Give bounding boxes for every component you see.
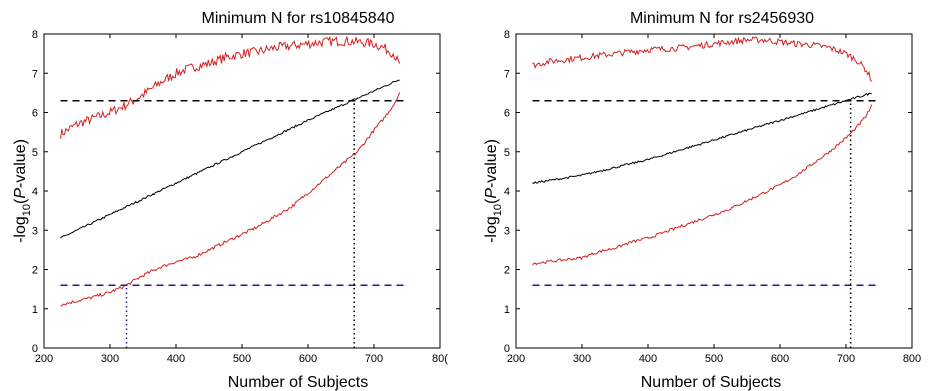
x-tick-label: 300 bbox=[573, 353, 591, 365]
x-axis-label: Number of Subjects bbox=[641, 374, 782, 391]
y-tick-label: 0 bbox=[504, 343, 510, 355]
x-tick-label: 600 bbox=[771, 353, 789, 365]
y-tick-label: 7 bbox=[32, 68, 38, 80]
axis-ticks: 200 300 400 500 600 700 80( 0 1 2 3 4 5 6 7 8 bbox=[32, 29, 448, 365]
y-tick-label: 6 bbox=[32, 108, 38, 120]
y-axis-label: -log10(P-value) bbox=[483, 139, 504, 243]
chart-panel-rs2456930: Minimum N for rs2456930 Number of Subjec… bbox=[483, 10, 921, 391]
y-tick-label: 3 bbox=[32, 225, 38, 237]
y-tick-label: 1 bbox=[504, 304, 510, 316]
y-axis-label-prefix: -log bbox=[12, 216, 29, 243]
y-tick-label: 8 bbox=[504, 29, 510, 41]
x-tick-label: 600 bbox=[299, 353, 317, 365]
plot-area bbox=[532, 36, 876, 348]
y-axis-label-p: P bbox=[483, 188, 500, 199]
x-tick-label: 300 bbox=[101, 353, 119, 365]
y-tick-label: 4 bbox=[504, 186, 510, 198]
y-axis-label-suffix: -value) bbox=[12, 139, 29, 188]
x-tick-label: 200 bbox=[507, 353, 525, 365]
chart-title: Minimum N for rs10845840 bbox=[202, 10, 395, 27]
y-axis-label-subscript: 10 bbox=[492, 204, 504, 216]
y-tick-label: 2 bbox=[32, 265, 38, 277]
x-tick-label: 500 bbox=[233, 353, 251, 365]
chart-title: Minimum N for rs2456930 bbox=[630, 10, 814, 27]
axis-ticks: 200 300 400 500 600 700 800 0 1 2 3 4 5 6 7 8 bbox=[504, 29, 921, 365]
x-tick-label: 200 bbox=[35, 353, 53, 365]
x-axis-label: Number of Subjects bbox=[228, 374, 369, 391]
series-line-median bbox=[532, 92, 872, 184]
x-tick-label: 800 bbox=[903, 353, 921, 365]
y-tick-label: 2 bbox=[504, 265, 510, 277]
y-tick-label: 3 bbox=[504, 225, 510, 237]
series-line-upper bbox=[60, 35, 401, 139]
y-tick-label: 1 bbox=[32, 304, 38, 316]
y-tick-label: 7 bbox=[504, 68, 510, 80]
plot-area bbox=[60, 35, 404, 348]
x-tick-label: 80( bbox=[432, 353, 448, 365]
series-line-upper bbox=[532, 36, 873, 82]
y-axis-label-prefix: -log bbox=[483, 216, 500, 243]
series-line-lower bbox=[532, 104, 873, 266]
series-line-lower bbox=[60, 92, 401, 307]
y-tick-label: 5 bbox=[504, 147, 510, 159]
axes-frame bbox=[43, 33, 441, 349]
x-tick-label: 700 bbox=[837, 353, 855, 365]
y-axis-label-subscript: 10 bbox=[21, 204, 33, 216]
y-axis-label-p: P bbox=[12, 188, 29, 199]
series-line-median bbox=[60, 79, 400, 239]
y-tick-label: 6 bbox=[504, 108, 510, 120]
y-axis-label-suffix: -value) bbox=[483, 139, 500, 188]
x-tick-label: 500 bbox=[705, 353, 723, 365]
x-tick-label: 700 bbox=[365, 353, 383, 365]
x-tick-label: 400 bbox=[167, 353, 185, 365]
y-tick-label: 4 bbox=[32, 186, 38, 198]
y-tick-label: 8 bbox=[32, 29, 38, 41]
x-tick-label: 400 bbox=[639, 353, 657, 365]
y-axis-label: -log10(P-value) bbox=[12, 139, 33, 243]
chart-panel-rs10845840: Minimum N for rs10845840 Number of Subje… bbox=[12, 10, 448, 391]
y-tick-label: 0 bbox=[32, 343, 38, 355]
axes-frame bbox=[515, 33, 913, 349]
y-tick-label: 5 bbox=[32, 147, 38, 159]
